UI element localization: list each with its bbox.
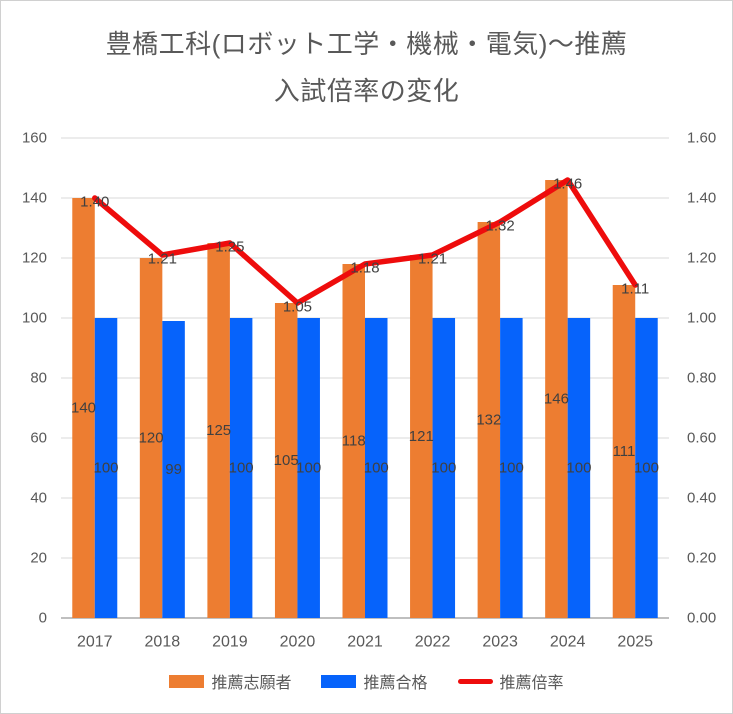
x-axis-label-2024: 2024: [550, 634, 586, 651]
bar-label: 100: [296, 460, 321, 477]
right-axis-tick: 0.60: [687, 430, 716, 447]
legend-label-ratio: 推薦倍率: [499, 675, 564, 692]
left-axis-tick: 60: [30, 430, 47, 447]
line-label: 1.25: [215, 239, 244, 256]
bar-applicants-2022: [410, 255, 433, 618]
bar-label: 132: [476, 412, 501, 429]
right-axis-tick: 0.20: [687, 550, 716, 567]
legend-item-accepted: 推薦合格: [321, 669, 428, 693]
x-axis-label-2019: 2019: [212, 634, 248, 651]
bar-accepted-2022: [432, 318, 456, 618]
line-label: 1.46: [553, 176, 582, 193]
bar-applicants-2017: [72, 198, 95, 618]
right-axis-tick: 0.80: [687, 370, 716, 387]
line-label: 1.18: [350, 260, 379, 277]
chart-title: 豊橋工科(ロボット工学・機械・電気)～推薦 入試倍率の変化: [1, 21, 732, 115]
x-axis-label-2022: 2022: [415, 634, 451, 651]
right-axis-tick: 1.40: [687, 190, 716, 207]
bar-label: 100: [229, 460, 254, 477]
legend: 推薦志願者 推薦合格 推薦倍率: [1, 669, 732, 693]
bar-label: 118: [342, 433, 366, 450]
bar-applicants-2018: [139, 258, 163, 618]
line-label: 1.32: [486, 218, 515, 235]
legend-item-applicants: 推薦志願者: [169, 669, 291, 693]
left-axis-tick: 80: [30, 370, 47, 387]
bar-label: 140: [71, 400, 96, 417]
bar-accepted-2018: [162, 321, 185, 618]
left-axis-tick: 160: [22, 130, 47, 147]
bar-label: 100: [634, 460, 659, 477]
line-label: 1.11: [621, 281, 649, 298]
bar-applicants-2020: [274, 303, 298, 618]
bar-accepted-2025: [635, 318, 658, 618]
left-axis-tick: 100: [22, 310, 47, 327]
left-axis-tick: 20: [30, 550, 47, 567]
bar-applicants-2025: [612, 285, 636, 618]
line-label: 1.40: [80, 194, 109, 211]
bar-label: 125: [206, 422, 231, 439]
legend-swatch-applicants-bar: [169, 674, 205, 688]
bar-accepted-2019: [229, 318, 253, 618]
bar-applicants-2023: [477, 222, 501, 618]
legend-swatch-accepted-bar: [321, 674, 357, 688]
bar-applicants-2021: [342, 264, 365, 618]
legend-label-accepted: 推薦合格: [363, 675, 428, 692]
bar-label: 146: [544, 391, 569, 408]
left-axis-tick: 120: [22, 250, 47, 267]
x-axis-label-2020: 2020: [280, 634, 316, 651]
bar-accepted-2023: [500, 318, 523, 618]
right-axis-tick: 0.40: [687, 490, 716, 507]
bar-accepted-2020: [297, 318, 320, 618]
bar-accepted-2017: [94, 318, 118, 618]
bar-applicants-2024: [545, 180, 568, 618]
x-axis-label-2025: 2025: [617, 634, 653, 651]
bar-label: 100: [499, 460, 524, 477]
line-label: 1.21: [148, 251, 177, 268]
right-axis-tick: 1.60: [687, 130, 716, 147]
x-axis-label-2023: 2023: [482, 634, 518, 651]
bar-label: 99: [165, 461, 182, 478]
right-axis-tick: 1.00: [687, 310, 716, 327]
bar-accepted-2021: [365, 318, 388, 618]
ratio-line: [92, 177, 638, 306]
bar-label: 120: [139, 430, 164, 447]
left-axis-tick: 40: [30, 490, 47, 507]
legend-label-applicants: 推薦志願者: [211, 675, 292, 692]
left-axis-tick: 0: [39, 610, 47, 627]
x-axis-label-2017: 2017: [77, 634, 113, 651]
bar-accepted-2024: [567, 318, 591, 618]
right-axis-tick: 0.00: [687, 610, 716, 627]
bar-label: 100: [431, 460, 456, 477]
right-axis-tick: 1.20: [687, 250, 716, 267]
bar-label: 105: [274, 452, 299, 469]
bar-label: 111: [613, 443, 636, 460]
bar-label: 100: [94, 460, 119, 477]
left-axis-tick: 140: [22, 190, 47, 207]
legend-item-ratio: 推薦倍率: [457, 669, 564, 693]
bar-label: 100: [566, 460, 591, 477]
bar-applicants-2019: [207, 243, 230, 618]
chart-title-line1: 豊橋工科(ロボット工学・機械・電気)～推薦: [105, 29, 628, 59]
line-label: 1.05: [283, 299, 312, 316]
chart-title-line2: 入試倍率の変化: [273, 76, 460, 106]
bar-label: 100: [364, 460, 389, 477]
x-axis-label-2021: 2021: [347, 634, 383, 651]
x-axis-label-2018: 2018: [145, 634, 181, 651]
bar-label: 121: [409, 428, 434, 445]
line-label: 1.21: [418, 251, 447, 268]
legend-swatch-ratio-line: [457, 678, 493, 684]
